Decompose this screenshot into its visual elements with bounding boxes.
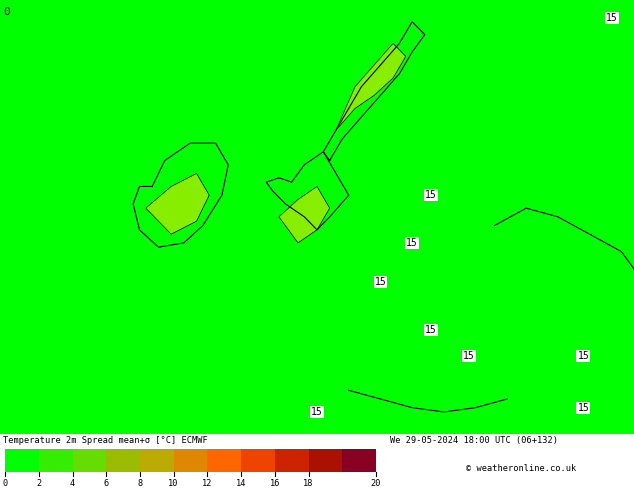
Text: 12: 12: [202, 479, 212, 489]
Bar: [342, 449, 376, 472]
Text: 0: 0: [3, 479, 8, 489]
Text: 15: 15: [463, 350, 475, 361]
Text: 14: 14: [236, 479, 247, 489]
Bar: [107, 449, 140, 472]
Polygon shape: [146, 173, 209, 234]
Text: 10: 10: [169, 479, 179, 489]
Bar: [207, 449, 241, 472]
Text: 15: 15: [606, 13, 618, 23]
Text: 18: 18: [303, 479, 314, 489]
Text: We 29-05-2024 18:00 UTC (06+132): We 29-05-2024 18:00 UTC (06+132): [390, 437, 558, 445]
Text: 15: 15: [375, 277, 386, 287]
Text: 15: 15: [425, 190, 437, 200]
Bar: [241, 449, 275, 472]
Text: 20: 20: [371, 479, 381, 489]
Bar: [5, 449, 39, 472]
Text: 15: 15: [578, 403, 589, 413]
Text: 15: 15: [311, 407, 323, 417]
Bar: [72, 449, 107, 472]
Bar: [309, 449, 342, 472]
Text: 16: 16: [269, 479, 280, 489]
Text: 4: 4: [70, 479, 75, 489]
Bar: [39, 449, 72, 472]
Text: 15: 15: [406, 238, 418, 248]
Text: 0: 0: [3, 6, 10, 17]
Text: 6: 6: [103, 479, 109, 489]
Bar: [174, 449, 207, 472]
Bar: [140, 449, 174, 472]
Polygon shape: [279, 187, 330, 243]
Text: 15: 15: [425, 324, 437, 335]
Text: 2: 2: [36, 479, 41, 489]
Text: © weatheronline.co.uk: © weatheronline.co.uk: [466, 464, 576, 473]
Polygon shape: [336, 44, 406, 130]
Text: 15: 15: [578, 350, 589, 361]
Text: 8: 8: [138, 479, 143, 489]
Bar: [275, 449, 309, 472]
Text: Temperature 2m Spread mean+σ [°C] ECMWF: Temperature 2m Spread mean+σ [°C] ECMWF: [3, 437, 208, 445]
